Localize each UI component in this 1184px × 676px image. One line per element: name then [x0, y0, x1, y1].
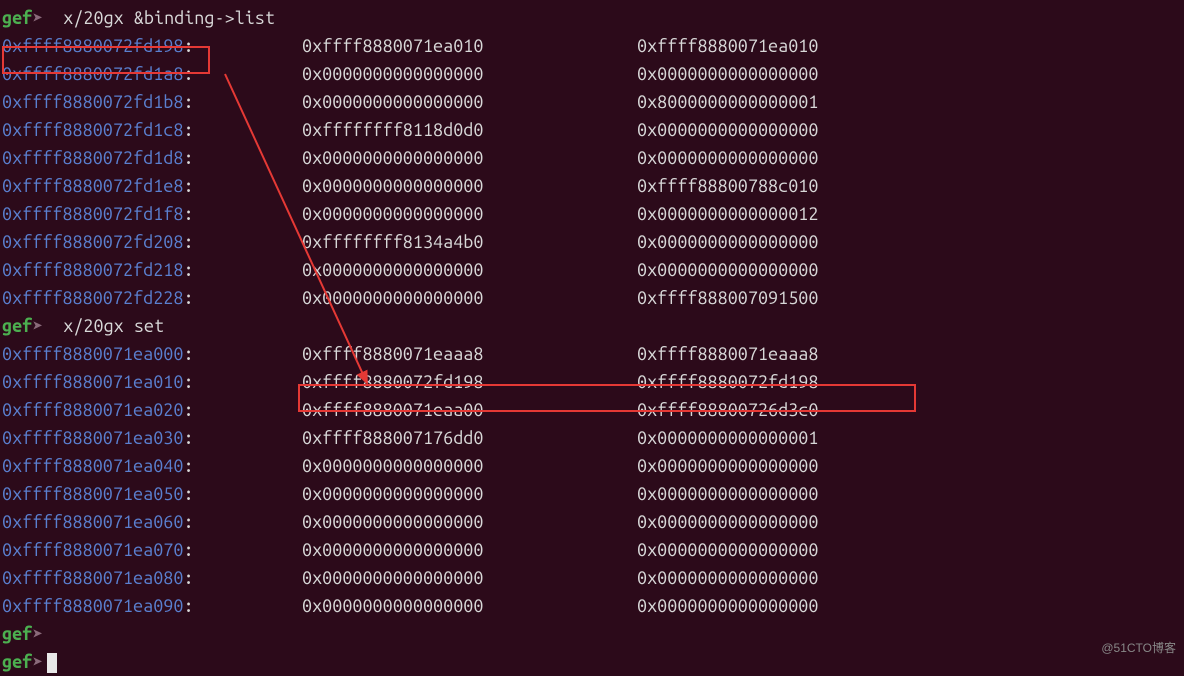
address: 0xffff8880072fd1e8	[2, 176, 183, 196]
value-2: 0x0000000000000000	[637, 60, 818, 88]
memory-row: 0xffff8880072fd198:0xffff8880071ea0100xf…	[2, 32, 1182, 60]
address: 0xffff8880072fd208	[2, 232, 183, 252]
value-2: 0xffff8880071ea010	[637, 32, 818, 60]
value-2: 0x8000000000000001	[637, 88, 818, 116]
memory-row: 0xffff8880071ea050:0x00000000000000000x0…	[2, 480, 1182, 508]
address: 0xffff8880071ea080	[2, 568, 183, 588]
value-1: 0x0000000000000000	[302, 60, 637, 88]
memory-row: 0xffff8880072fd208:0xffffffff8134a4b00x0…	[2, 228, 1182, 256]
address: 0xffff8880071ea070	[2, 540, 183, 560]
value-2: 0x0000000000000000	[637, 592, 818, 620]
address: 0xffff8880071ea030	[2, 428, 183, 448]
address: 0xffff8880072fd198	[2, 36, 183, 56]
value-2: 0xffff8880072fd198	[637, 368, 818, 396]
value-2: 0x0000000000000000	[637, 116, 818, 144]
value-1: 0xffffffff8118d0d0	[302, 116, 637, 144]
address: 0xffff8880072fd1a8	[2, 64, 183, 84]
memory-row: 0xffff8880071ea020:0xffff8880071eaa000xf…	[2, 396, 1182, 424]
command-text[interactable]: x/20gx &binding->list	[63, 8, 275, 28]
value-2: 0x0000000000000012	[637, 200, 818, 228]
address: 0xffff8880072fd1f8	[2, 204, 183, 224]
prompt-arrow: ➤	[32, 8, 43, 28]
value-1: 0x0000000000000000	[302, 88, 637, 116]
value-2: 0xffff888007091500	[637, 284, 818, 312]
value-2: 0x0000000000000000	[637, 508, 818, 536]
command-text[interactable]: x/20gx set	[63, 316, 164, 336]
memory-row: 0xffff8880071ea070:0x00000000000000000x0…	[2, 536, 1182, 564]
value-1: 0x0000000000000000	[302, 564, 637, 592]
value-1: 0x0000000000000000	[302, 592, 637, 620]
prompt-arrow: ➤	[32, 652, 43, 672]
prompt-arrow: ➤	[32, 624, 43, 644]
memory-row: 0xffff8880071ea090:0x00000000000000000x0…	[2, 592, 1182, 620]
address: 0xffff8880072fd1c8	[2, 120, 183, 140]
value-2: 0x0000000000000000	[637, 144, 818, 172]
address: 0xffff8880072fd228	[2, 288, 183, 308]
address: 0xffff8880071ea060	[2, 512, 183, 532]
value-1: 0xffffffff8134a4b0	[302, 228, 637, 256]
value-1: 0x0000000000000000	[302, 508, 637, 536]
memory-row: 0xffff8880072fd1a8:0x00000000000000000x0…	[2, 60, 1182, 88]
memory-row: 0xffff8880071ea030:0xffff888007176dd00x0…	[2, 424, 1182, 452]
gef-prompt: gef	[2, 624, 32, 644]
memory-row: 0xffff8880072fd1d8:0x00000000000000000x0…	[2, 144, 1182, 172]
value-1: 0x0000000000000000	[302, 200, 637, 228]
address: 0xffff8880072fd1d8	[2, 148, 183, 168]
value-2: 0x0000000000000000	[637, 480, 818, 508]
cursor[interactable]	[47, 653, 57, 673]
value-1: 0xffff8880071ea010	[302, 32, 637, 60]
value-2: 0x0000000000000000	[637, 536, 818, 564]
prompt-arrow: ➤	[32, 316, 43, 336]
address: 0xffff8880071ea010	[2, 372, 183, 392]
memory-row: 0xffff8880071ea000:0xffff8880071eaaa80xf…	[2, 340, 1182, 368]
gef-prompt: gef	[2, 316, 32, 336]
value-2: 0xffff8880071eaaa8	[637, 340, 818, 368]
gef-prompt: gef	[2, 652, 32, 672]
memory-row: 0xffff8880072fd218:0x00000000000000000x0…	[2, 256, 1182, 284]
value-1: 0x0000000000000000	[302, 452, 637, 480]
value-1: 0xffff888007176dd0	[302, 424, 637, 452]
memory-row: 0xffff8880072fd228:0x00000000000000000xf…	[2, 284, 1182, 312]
address: 0xffff8880072fd218	[2, 260, 183, 280]
value-1: 0x0000000000000000	[302, 480, 637, 508]
value-1: 0x0000000000000000	[302, 536, 637, 564]
value-2: 0x0000000000000000	[637, 564, 818, 592]
value-1: 0x0000000000000000	[302, 284, 637, 312]
value-1: 0xffff8880071eaaa8	[302, 340, 637, 368]
value-2: 0xffff88800788c010	[637, 172, 818, 200]
value-2: 0x0000000000000000	[637, 228, 818, 256]
gef-prompt: gef	[2, 8, 32, 28]
watermark: @51CTO博客	[1101, 634, 1176, 662]
value-1: 0x0000000000000000	[302, 256, 637, 284]
value-1: 0xffff8880071eaa00	[302, 396, 637, 424]
value-2: 0x0000000000000001	[637, 424, 818, 452]
memory-row: 0xffff8880072fd1f8:0x00000000000000000x0…	[2, 200, 1182, 228]
address: 0xffff8880071ea000	[2, 344, 183, 364]
memory-row: 0xffff8880071ea040:0x00000000000000000x0…	[2, 452, 1182, 480]
value-1: 0xffff8880072fd198	[302, 368, 637, 396]
address: 0xffff8880071ea050	[2, 484, 183, 504]
memory-row: 0xffff8880071ea010:0xffff8880072fd1980xf…	[2, 368, 1182, 396]
memory-row: 0xffff8880071ea080:0x00000000000000000x0…	[2, 564, 1182, 592]
value-1: 0x0000000000000000	[302, 172, 637, 200]
address: 0xffff8880071ea090	[2, 596, 183, 616]
value-2: 0x0000000000000000	[637, 452, 818, 480]
value-2: 0xffff88800726d3c0	[637, 396, 818, 424]
memory-row: 0xffff8880072fd1e8:0x00000000000000000xf…	[2, 172, 1182, 200]
address: 0xffff8880071ea020	[2, 400, 183, 420]
address: 0xffff8880072fd1b8	[2, 92, 183, 112]
value-2: 0x0000000000000000	[637, 256, 818, 284]
memory-row: 0xffff8880071ea060:0x00000000000000000x0…	[2, 508, 1182, 536]
memory-row: 0xffff8880072fd1b8:0x00000000000000000x8…	[2, 88, 1182, 116]
address: 0xffff8880071ea040	[2, 456, 183, 476]
value-1: 0x0000000000000000	[302, 144, 637, 172]
memory-row: 0xffff8880072fd1c8:0xffffffff8118d0d00x0…	[2, 116, 1182, 144]
